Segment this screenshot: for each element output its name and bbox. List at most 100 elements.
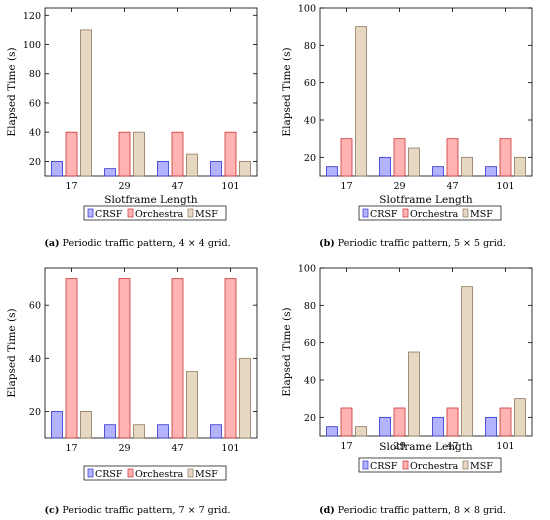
bar-crsf-17: [326, 166, 338, 177]
bar-msf-29: [133, 131, 145, 177]
bar-orchestra-17: [340, 138, 353, 177]
legend-swatch-orchestra: [127, 208, 134, 218]
chart-panel-a: 20 40 60 80 100 120 Elapsed Time (s) 17 29 47 101 S…: [0, 0, 275, 260]
bar-crsf-101: [210, 424, 222, 439]
legend-label-orchestra: Orchestra: [410, 209, 459, 220]
bar-crsf-29: [104, 424, 116, 439]
bar-orchestra-101: [499, 138, 512, 177]
chart-panel-b: 20 40 60 80 100 Elapsed Time (s) 17 29 47 101 Slot…: [275, 0, 550, 260]
bar-crsf-17: [51, 160, 63, 177]
caption-label: (a): [44, 238, 60, 249]
legend: CRSF Orchestra MSF: [83, 465, 227, 481]
legend: CRSF Orchestra MSF: [358, 205, 502, 221]
y-tick-label: 80: [29, 69, 41, 80]
bar-orchestra-47: [171, 278, 184, 439]
legend-swatch-crsf: [87, 208, 94, 218]
x-axis-label: Slotframe Length: [379, 194, 473, 206]
x-tick-label: 47: [446, 181, 458, 192]
bar-crsf-17: [51, 411, 63, 439]
legend-swatch-orchestra: [127, 468, 134, 478]
caption-text: Periodic traffic pattern, 8 × 8 grid.: [337, 505, 506, 516]
x-axis-label: Slotframe Length: [104, 194, 198, 206]
legend-label-msf: MSF: [470, 209, 493, 220]
y-tick-label: 60: [304, 78, 316, 89]
legend-label-crsf: CRSF: [95, 209, 123, 220]
bar-msf-17: [80, 29, 92, 177]
legend-swatch-msf: [187, 468, 194, 478]
chart-panel-c: 20 40 60 Elapsed Time (s) 17 29 47 101 CRSF Orche…: [0, 260, 275, 520]
y-tick-label: 20: [304, 413, 316, 424]
bar-crsf-101: [485, 166, 497, 177]
x-tick-label: 101: [221, 181, 239, 192]
y-axis-label: Elapsed Time (s): [281, 47, 293, 136]
chart-b: 20 40 60 80 100 Elapsed Time (s) 17 29 47 101 Slot…: [281, 4, 533, 221]
bar-crsf-29: [379, 416, 391, 437]
bar-msf-101: [239, 357, 251, 439]
caption-label: (c): [44, 505, 60, 516]
bar-orchestra-17: [340, 407, 353, 437]
y-tick-label: 60: [304, 338, 316, 349]
legend-label-orchestra: Orchestra: [135, 469, 184, 480]
x-tick-label: 101: [221, 443, 239, 454]
legend-label-msf: MSF: [195, 209, 218, 220]
bar-msf-17: [355, 26, 367, 177]
y-tick-label: 20: [29, 157, 41, 168]
bar-msf-17: [80, 411, 92, 439]
x-tick-label: 47: [171, 181, 183, 192]
legend: CRSF Orchestra MSF: [83, 205, 227, 221]
bar-crsf-47: [157, 160, 169, 177]
y-tick-label: 60: [29, 98, 41, 109]
legend-swatch-msf: [462, 460, 469, 470]
chart-panel-d: 20 40 60 80 100 Elapsed Time (s) 17 29 47 101 Slot…: [275, 260, 550, 520]
legend-swatch-msf: [462, 208, 469, 218]
x-tick-label: 17: [65, 443, 77, 454]
x-tick-label: 17: [65, 181, 77, 192]
y-tick-label: 100: [298, 4, 316, 15]
y-tick-label: 100: [298, 264, 316, 275]
bar-crsf-101: [485, 416, 497, 437]
legend-label-orchestra: Orchestra: [410, 461, 459, 472]
y-tick-label: 80: [304, 301, 316, 312]
y-tick-label: 20: [29, 407, 41, 418]
bar-orchestra-101: [224, 131, 237, 177]
caption-text: Periodic traffic pattern, 4 × 4 grid.: [62, 238, 231, 249]
caption-label: (d): [319, 505, 335, 516]
caption-text: Periodic traffic pattern, 7 × 7 grid.: [62, 505, 231, 516]
chart-c: 20 40 60 Elapsed Time (s) 17 29 47 101 CRSF Orche…: [6, 267, 258, 481]
bar-orchestra-101: [499, 407, 512, 437]
plot-frame: [319, 267, 533, 437]
caption-text: Periodic traffic pattern, 5 × 5 grid.: [337, 238, 506, 249]
bar-msf-101: [514, 398, 526, 437]
legend-label-crsf: CRSF: [370, 461, 398, 472]
plot-frame: [319, 7, 533, 177]
bar-crsf-29: [104, 168, 116, 177]
bar-msf-29: [133, 424, 145, 439]
y-axis-label: Elapsed Time (s): [6, 47, 18, 136]
x-tick-label: 47: [171, 443, 183, 454]
legend: CRSF Orchestra MSF: [358, 457, 502, 473]
bar-orchestra-47: [446, 138, 459, 177]
bar-crsf-101: [210, 160, 222, 177]
y-axis-label: Elapsed Time (s): [6, 308, 18, 397]
plot-frame: [44, 267, 258, 439]
legend-swatch-orchestra: [402, 460, 409, 470]
bar-msf-47: [461, 286, 473, 437]
x-tick-label: 29: [118, 181, 130, 192]
x-tick-label: 17: [340, 181, 352, 192]
bar-orchestra-17: [65, 278, 78, 439]
legend-label-msf: MSF: [195, 469, 218, 480]
bar-orchestra-47: [446, 407, 459, 437]
legend-label-orchestra: Orchestra: [135, 209, 184, 220]
bar-msf-17: [355, 426, 367, 437]
bar-orchestra-29: [118, 278, 131, 439]
caption-a: (a) Periodic traffic pattern, 4 × 4 grid…: [0, 238, 275, 249]
bar-msf-47: [461, 156, 473, 177]
bar-orchestra-17: [65, 131, 78, 177]
y-tick-label: 40: [304, 116, 316, 127]
caption-c: (c) Periodic traffic pattern, 7 × 7 grid…: [0, 505, 275, 516]
bar-orchestra-29: [393, 138, 406, 177]
chart-a: 20 40 60 80 100 120 Elapsed Time (s) 17 29 47 101 S…: [6, 7, 258, 221]
y-tick-label: 40: [304, 376, 316, 387]
bar-crsf-47: [157, 424, 169, 439]
caption-label: (b): [319, 238, 335, 249]
